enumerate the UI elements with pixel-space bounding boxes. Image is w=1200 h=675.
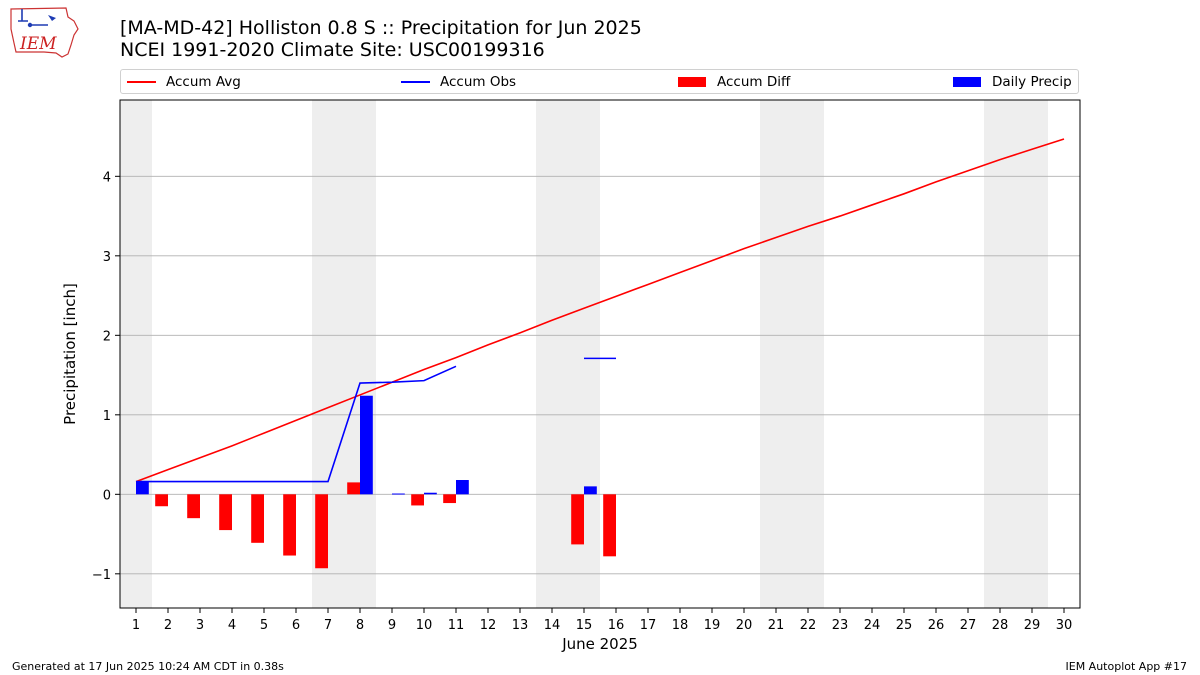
legend-item-daily-precip: Daily Precip xyxy=(953,70,1072,93)
x-tick-label: 17 xyxy=(640,618,657,633)
accum-diff-bar xyxy=(411,494,424,506)
legend-swatch-accum-obs xyxy=(401,80,430,83)
legend-label-daily-precip: Daily Precip xyxy=(992,73,1072,90)
chart-legend: Accum Avg Accum Obs Accum Diff Daily Pre… xyxy=(120,69,1079,94)
x-tick-label: 28 xyxy=(992,618,1009,633)
x-tick-label: 15 xyxy=(576,618,593,633)
x-tick-label: 5 xyxy=(260,618,268,633)
accum-diff-bar xyxy=(347,482,360,495)
weekend-shade-day-22 xyxy=(792,100,824,608)
chart-title: [MA-MD-42] Holliston 0.8 S :: Precipitat… xyxy=(120,17,642,39)
chart-subtitle: NCEI 1991-2020 Climate Site: USC00199316 xyxy=(120,39,545,61)
accum-avg-line xyxy=(135,138,1065,483)
daily-precip-bar xyxy=(360,395,373,495)
x-axis-label: June 2025 xyxy=(561,635,638,653)
legend-label-accum-obs: Accum Obs xyxy=(440,73,517,90)
weekend-shade-day-28 xyxy=(984,100,1016,608)
x-tick-label: 9 xyxy=(388,618,396,633)
accum-diff-bar xyxy=(187,494,200,519)
x-tick-label: 7 xyxy=(324,618,332,633)
x-tick-label: 12 xyxy=(480,618,497,633)
x-tick-label: 14 xyxy=(544,618,561,633)
weekend-shade-day-29 xyxy=(1016,100,1048,608)
accum-diff-bar xyxy=(251,494,264,543)
iem-logo-icon: IEM xyxy=(10,7,79,58)
footer-generated-text: Generated at 17 Jun 2025 10:24 AM CDT in… xyxy=(12,660,284,673)
weekend-shade-day-21 xyxy=(760,100,792,608)
accum-diff-bar xyxy=(603,494,616,557)
accum-diff-bar xyxy=(315,494,328,569)
accum-diff-bar xyxy=(155,494,168,507)
x-tick-label: 4 xyxy=(228,618,236,633)
legend-label-accum-avg: Accum Avg xyxy=(166,73,241,90)
daily-precip-bar xyxy=(424,492,437,495)
x-tick-label: 2 xyxy=(164,618,172,633)
footer-app-text: IEM Autoplot App #17 xyxy=(1065,660,1188,673)
x-tick-label: 1 xyxy=(132,618,140,633)
x-tick-label: 6 xyxy=(292,618,300,633)
legend-label-accum-diff: Accum Diff xyxy=(717,73,791,90)
daily-precip-bar xyxy=(392,493,405,495)
accum-diff-bar xyxy=(443,494,456,504)
legend-item-accum-obs: Accum Obs xyxy=(401,70,516,93)
accum-obs-line xyxy=(136,365,457,483)
legend-item-accum-avg: Accum Avg xyxy=(127,70,241,93)
y-tick-label: 1 xyxy=(103,409,111,424)
x-tick-label: 3 xyxy=(196,618,204,633)
daily-precip-bar xyxy=(456,480,469,495)
accum-diff-bar xyxy=(283,494,296,556)
daily-precip-bar xyxy=(136,481,149,495)
y-tick-label: 4 xyxy=(103,170,111,185)
y-tick-label: 0 xyxy=(103,488,111,503)
x-tick-label: 19 xyxy=(704,618,721,633)
x-tick-label: 16 xyxy=(608,618,625,633)
x-tick-label: 29 xyxy=(1024,618,1041,633)
legend-swatch-accum-diff xyxy=(678,76,706,87)
logo-text: IEM xyxy=(19,34,57,54)
y-tick-label: −1 xyxy=(92,568,111,583)
weekend-shade-day-8 xyxy=(344,100,376,608)
accum-diff-bar xyxy=(571,494,584,545)
accum-diff-bar xyxy=(219,494,232,531)
x-tick-label: 11 xyxy=(448,618,465,633)
x-tick-label: 22 xyxy=(800,618,817,633)
x-tick-label: 26 xyxy=(928,618,945,633)
x-tick-label: 30 xyxy=(1056,618,1073,633)
y-tick-label: 2 xyxy=(103,329,111,344)
y-tick-label: 3 xyxy=(103,250,111,265)
x-tick-label: 21 xyxy=(768,618,785,633)
legend-item-accum-diff: Accum Diff xyxy=(678,70,790,93)
daily-precip-bar xyxy=(584,486,597,495)
x-tick-label: 8 xyxy=(356,618,364,633)
x-tick-label: 25 xyxy=(896,618,913,633)
x-tick-label: 13 xyxy=(512,618,529,633)
x-tick-label: 18 xyxy=(672,618,689,633)
x-tick-label: 27 xyxy=(960,618,977,633)
weekend-shade-day-1 xyxy=(120,100,152,608)
x-tick-label: 10 xyxy=(416,618,433,633)
x-tick-label: 23 xyxy=(832,618,849,633)
legend-swatch-daily-precip xyxy=(953,76,981,87)
x-tick-label: 20 xyxy=(736,618,753,633)
x-tick-label: 24 xyxy=(864,618,881,633)
plot-frame xyxy=(119,99,1081,609)
y-axis-label: Precipitation [inch] xyxy=(61,283,79,425)
legend-swatch-accum-avg xyxy=(127,80,156,83)
weekend-shade-day-14 xyxy=(536,100,568,608)
